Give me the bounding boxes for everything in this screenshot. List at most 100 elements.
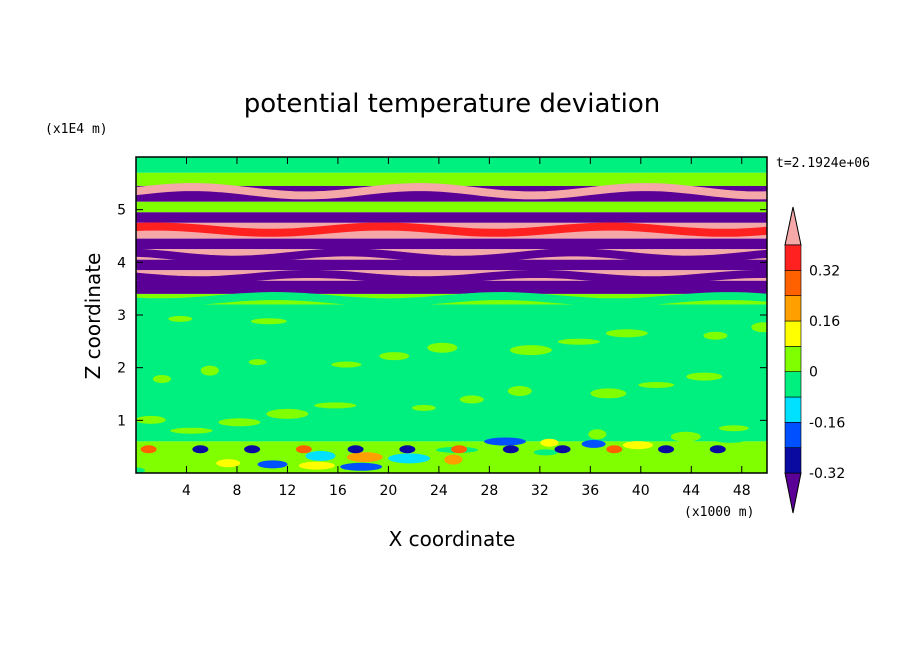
field-feature [703, 331, 728, 340]
colorbar-segment [784, 346, 802, 372]
chart-title: potential temperature deviation [244, 89, 660, 119]
x-tick-label: 24 [430, 483, 448, 499]
field-feature [266, 408, 309, 419]
field-feature [509, 345, 552, 356]
field-feature [346, 452, 383, 463]
x-axis-label: X coordinate [389, 527, 516, 551]
field-feature [606, 445, 623, 454]
y-tick-label: 5 [117, 203, 126, 219]
x-unit-label: (x1000 m) [684, 505, 754, 520]
field-feature [136, 415, 166, 424]
field-feature [427, 342, 458, 353]
field-feature [686, 372, 723, 381]
field-band [136, 172, 767, 186]
field-feature [388, 453, 431, 464]
field-band [136, 249, 767, 260]
field-band [136, 280, 767, 294]
field-band [136, 238, 767, 250]
field-feature [399, 445, 416, 454]
field-feature [420, 353, 457, 362]
y-tick-label: 1 [117, 413, 126, 429]
field-feature [614, 339, 633, 346]
colorbar: 0.32 0.16 0 -0.16 -0.32 [784, 206, 845, 514]
field-feature [200, 365, 219, 376]
colorbar-segment [784, 396, 802, 423]
field-feature [140, 445, 157, 454]
field-feature [168, 315, 193, 322]
colorbar-segment [784, 244, 802, 271]
field-feature [192, 445, 209, 454]
field-feature [152, 374, 171, 383]
field-feature [502, 445, 519, 454]
field-feature [136, 467, 145, 473]
field-feature [662, 330, 681, 339]
field-feature [136, 182, 767, 200]
field-feature [597, 380, 628, 387]
field-feature [712, 432, 749, 443]
x-tick-label: 8 [232, 483, 241, 499]
x-tick-label: 48 [733, 483, 751, 499]
colorbar-segment [784, 270, 802, 296]
field-feature [216, 459, 241, 468]
field-feature [533, 449, 558, 456]
field-feature [257, 460, 288, 469]
field-feature [751, 322, 767, 333]
y-axis-label: Z coordinate [81, 253, 105, 380]
field-feature [298, 461, 335, 470]
y-tick-label: 2 [117, 361, 126, 377]
field-feature [290, 360, 315, 367]
field-feature [242, 366, 267, 377]
field-band [136, 201, 767, 213]
field-feature [709, 445, 726, 454]
field-band [136, 212, 767, 223]
field-feature [507, 385, 532, 396]
field-band [136, 157, 767, 173]
colorbar-segment [784, 447, 802, 474]
x-axis: 4 8 12 16 20 24 28 32 36 40 44 48 [182, 157, 751, 499]
field-feature [136, 426, 166, 433]
field-feature [136, 248, 767, 264]
field-feature [677, 424, 702, 431]
colorbar-tick-label: -0.32 [809, 466, 845, 482]
field-feature [554, 445, 571, 454]
field-feature [658, 445, 675, 454]
colorbar-arrow-bottom [784, 472, 802, 514]
field-feature [501, 396, 532, 405]
field-feature [136, 291, 767, 307]
field-feature [459, 395, 484, 404]
field-feature [588, 429, 607, 440]
y-tick-label: 4 [117, 255, 126, 271]
field-feature [136, 269, 767, 285]
field-feature [670, 431, 701, 442]
y-tick-label: 3 [117, 308, 126, 324]
field-feature [679, 383, 722, 390]
field-feature [250, 318, 287, 325]
colorbar-segment [784, 295, 802, 322]
colorbar-segment [784, 371, 802, 398]
x-tick-label: 12 [279, 483, 297, 499]
x-tick-label: 4 [182, 483, 191, 499]
field-feature [295, 445, 312, 454]
field-feature [144, 364, 187, 375]
field-feature [177, 417, 214, 426]
y-axis: 1 2 3 4 5 [117, 203, 767, 429]
field-feature [136, 222, 767, 237]
field-feature [629, 430, 654, 441]
field-feature [540, 438, 559, 447]
field-feature [347, 445, 364, 454]
field-feature [557, 338, 600, 345]
x-tick-label: 32 [531, 483, 549, 499]
field-feature [379, 352, 410, 361]
field-feature [411, 404, 436, 411]
field-feature [244, 445, 261, 454]
field-feature [370, 403, 389, 410]
field-feature [322, 410, 341, 421]
field-feature [218, 418, 261, 427]
field-feature [516, 337, 553, 344]
field-feature [484, 437, 527, 446]
field-feature [590, 388, 627, 399]
x-tick-label: 36 [581, 483, 599, 499]
x-tick-label: 20 [379, 483, 397, 499]
y-unit-label: (x1E4 m) [45, 122, 108, 137]
